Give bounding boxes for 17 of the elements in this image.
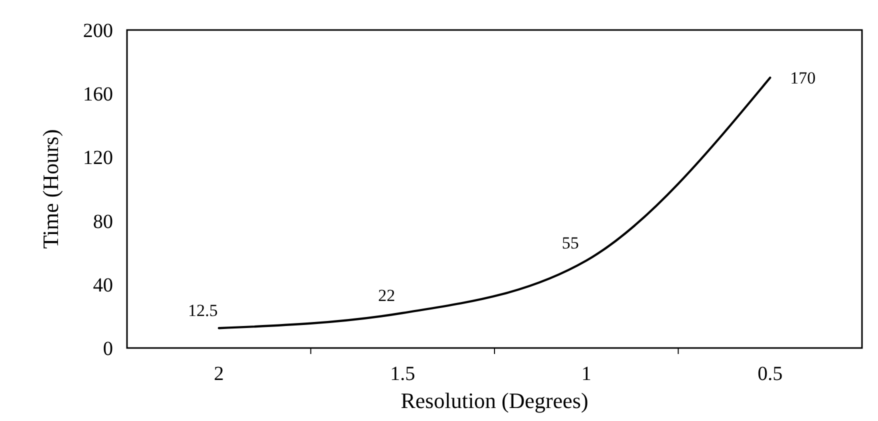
x-tick-label: 1 <box>581 363 592 385</box>
y-tick-label: 120 <box>83 147 113 170</box>
data-label: 55 <box>562 234 579 253</box>
y-tick-label: 40 <box>93 274 113 296</box>
data-label: 22 <box>378 286 396 306</box>
y-tick-label: 80 <box>93 210 113 233</box>
x-tick-label: 0.5 <box>758 363 783 385</box>
y-tick-label: 0 <box>103 338 113 360</box>
data-label: 12.5 <box>188 301 218 320</box>
x-axis-title: Resolution (Degrees) <box>400 388 588 413</box>
y-tick-label: 200 <box>83 20 113 42</box>
line-series <box>218 76 772 330</box>
data-label: 170 <box>790 68 816 88</box>
x-tick-label: 2 <box>214 363 224 385</box>
y-tick-label: 160 <box>83 84 113 106</box>
x-tick-label: 1.5 <box>390 363 416 385</box>
y-axis-title: Time (Hours) <box>38 129 63 249</box>
